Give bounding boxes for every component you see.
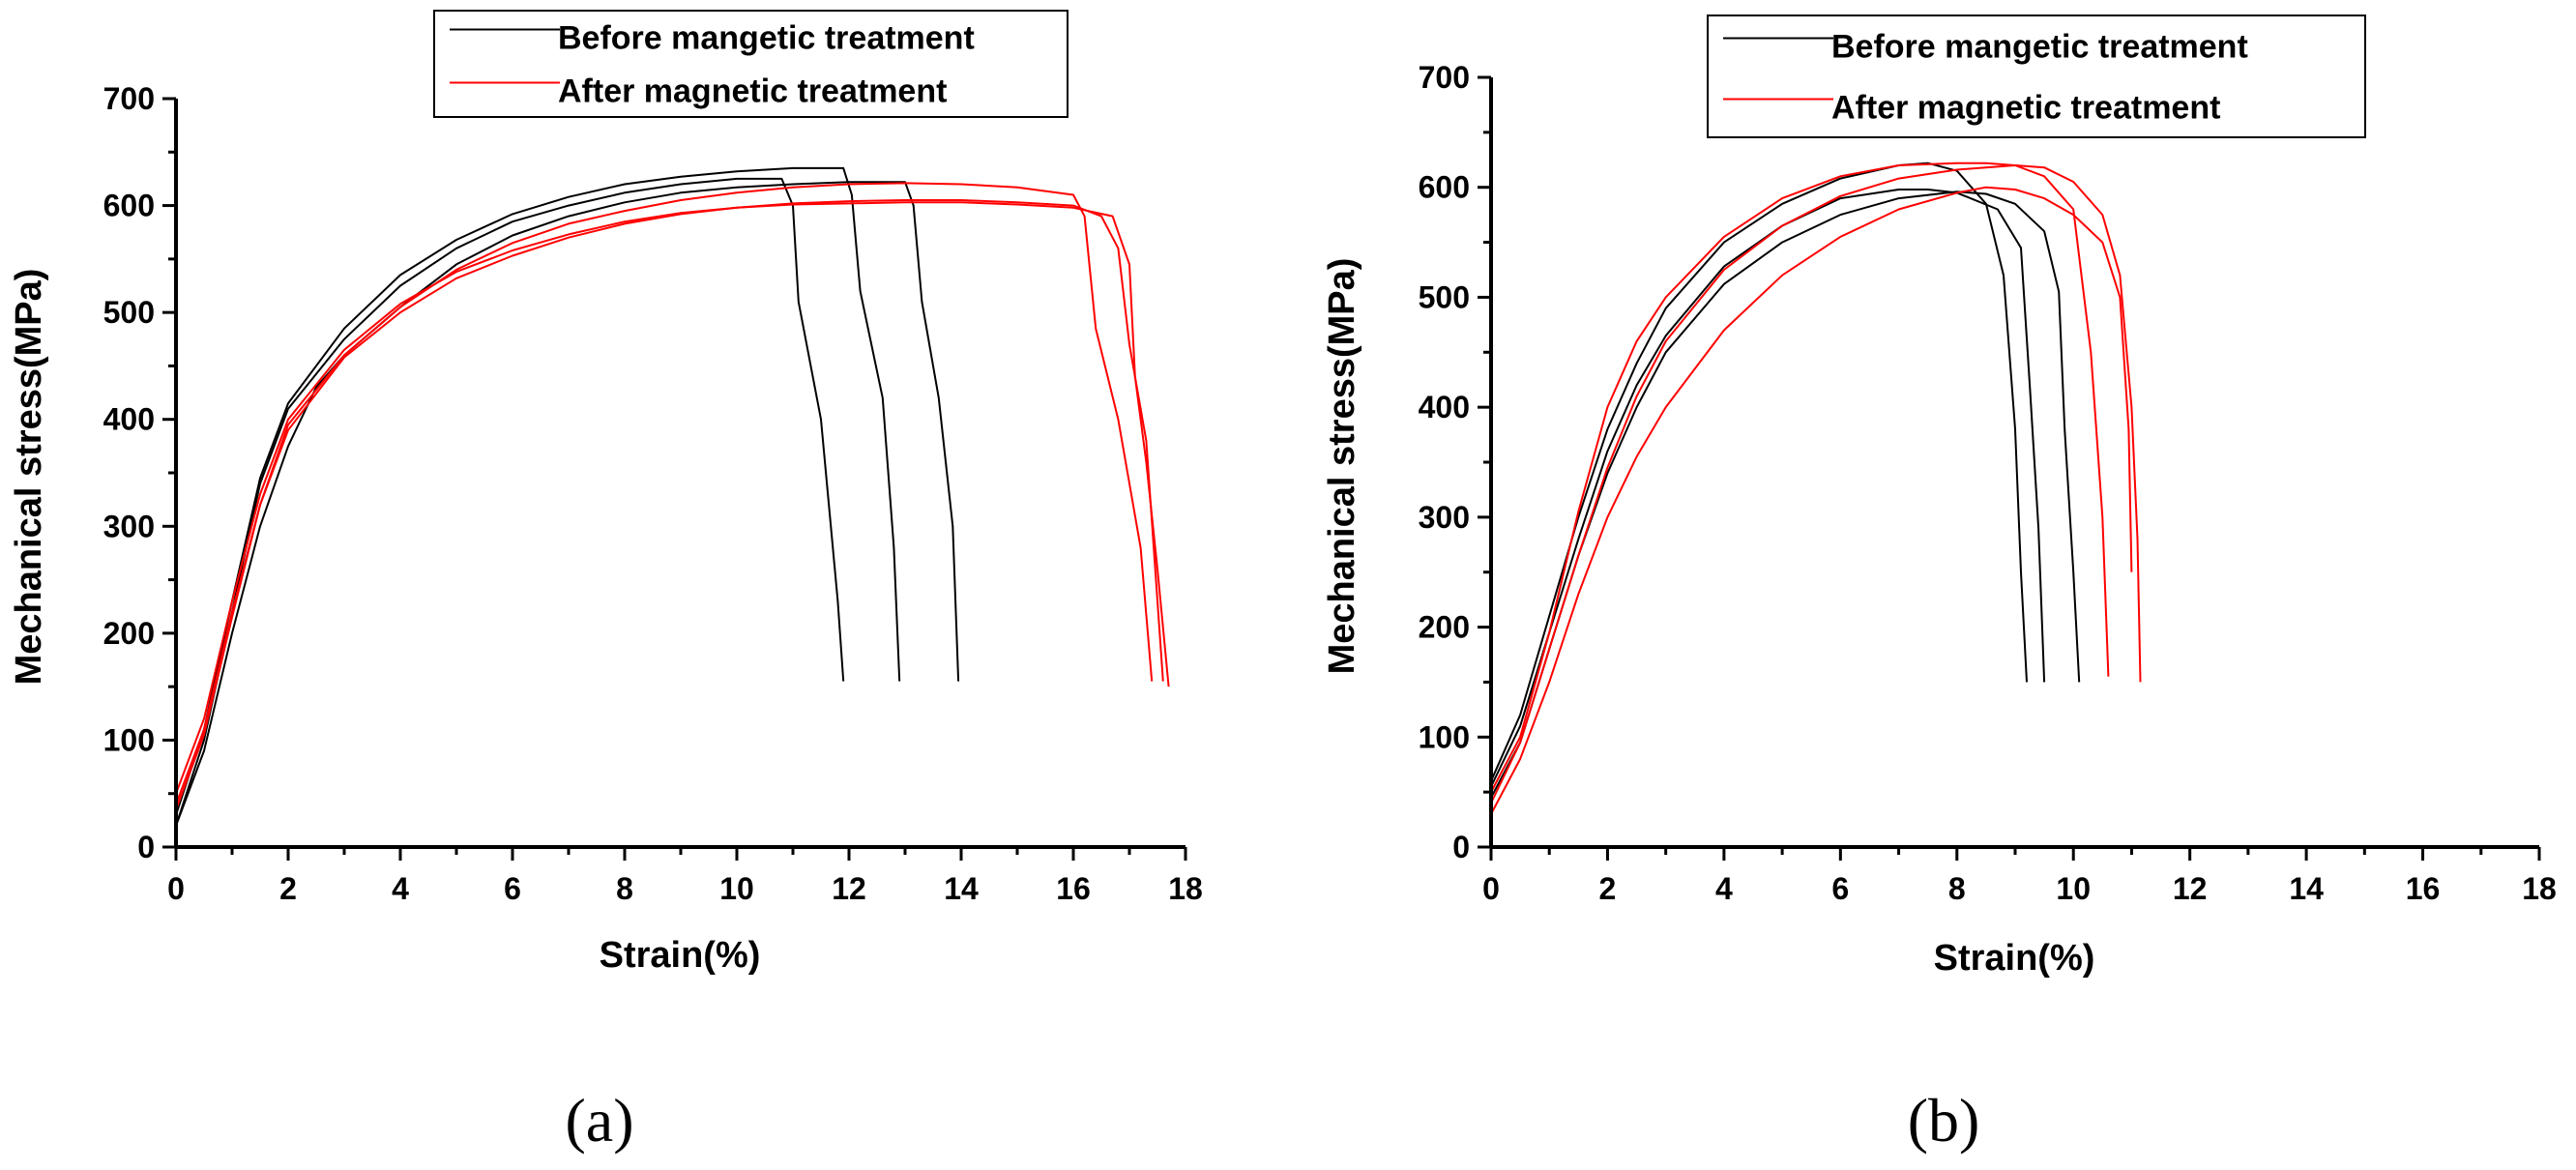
x-axis-title: Strain(%) [1934,938,2095,979]
series-line-1 [175,177,845,827]
y-tick-label: 200 [1419,610,1470,645]
y-tick-label: 300 [1419,500,1470,535]
y-tick-label: 200 [103,616,155,651]
y-tick-label: 400 [103,402,155,437]
y-tick-label: 100 [1419,719,1470,754]
x-tick-label: 0 [167,871,185,906]
x-tick-label: 12 [2173,871,2208,906]
legend-label: After magnetic treatment [558,73,947,110]
y-tick-label: 700 [1419,60,1470,95]
y-tick-label: 0 [1452,830,1470,864]
x-tick-label: 6 [504,871,521,906]
series-group [1490,161,2142,815]
x-tick-label: 10 [2056,871,2091,906]
series-group [175,166,1170,827]
y-tick-label: 400 [1419,390,1470,424]
y-axis-title: Mechanical stress(MPa) [1322,258,1362,675]
series-line-6 [1490,164,2142,804]
x-tick-label: 18 [1168,871,1203,906]
y-tick-label: 300 [103,509,155,543]
x-tick-label: 4 [1715,871,1733,906]
series-line-6 [175,201,1170,810]
y-tick-label: 500 [103,295,155,330]
x-tick-label: 16 [1056,871,1091,906]
panel-b-chart: 0 2 4 6 8 10 12 14 16 18 0 100 200 300 400 500 600 700 Str… [1322,15,2557,1155]
y-tick-label: 700 [103,81,155,116]
x-tick-label: 2 [279,871,297,906]
legend-label: After magnetic treatment [1831,90,2220,127]
x-tick-label: 0 [1482,871,1500,906]
x-tick-label: 4 [392,871,409,906]
series-line-3 [175,181,960,827]
x-tick-label: 18 [2522,871,2557,906]
legend-box [1707,15,2366,138]
x-tick-label: 16 [2406,871,2441,906]
x-tick-label: 14 [944,871,979,906]
y-tick-label: 600 [103,189,155,223]
panel-caption: (a) [565,1086,633,1155]
series-line-5 [1490,186,2133,815]
panel-caption: (b) [1908,1086,1980,1155]
series-line-1 [1490,161,2028,782]
series-line-4 [1490,161,2110,793]
x-tick-label: 12 [832,871,866,906]
series-line-2 [1490,189,2046,787]
x-tick-label: 6 [1831,871,1849,906]
x-tick-label: 14 [2289,871,2324,906]
y-axis-title: Mechanical stress(MPa) [9,269,49,686]
series-line-4 [175,182,1154,805]
legend-label: Before mangetic treatment [558,20,975,57]
x-tick-label: 8 [1948,871,1966,906]
panel-a-chart: 0 2 4 6 8 10 12 14 16 18 0 100 200 300 400 500 600 700 Str… [9,10,1203,1155]
legend: Before mangetic treatment After magnetic … [1707,15,2366,138]
legend: Before mangetic treatment After magnetic … [433,10,1068,118]
y-tick-label: 600 [1419,170,1470,205]
legend-label: Before mangetic treatment [1831,29,2248,66]
x-tick-label: 2 [1599,871,1617,906]
y-tick-label: 500 [1419,279,1470,314]
x-tick-label: 10 [719,871,754,906]
x-tick-label: 8 [616,871,633,906]
y-tick-label: 100 [103,722,155,757]
series-line-5 [175,199,1164,795]
y-tick-label: 0 [137,830,155,864]
series-line-3 [1490,190,2081,799]
x-axis-title: Strain(%) [600,935,761,976]
legend-box [433,10,1068,118]
series-line-2 [175,166,901,816]
